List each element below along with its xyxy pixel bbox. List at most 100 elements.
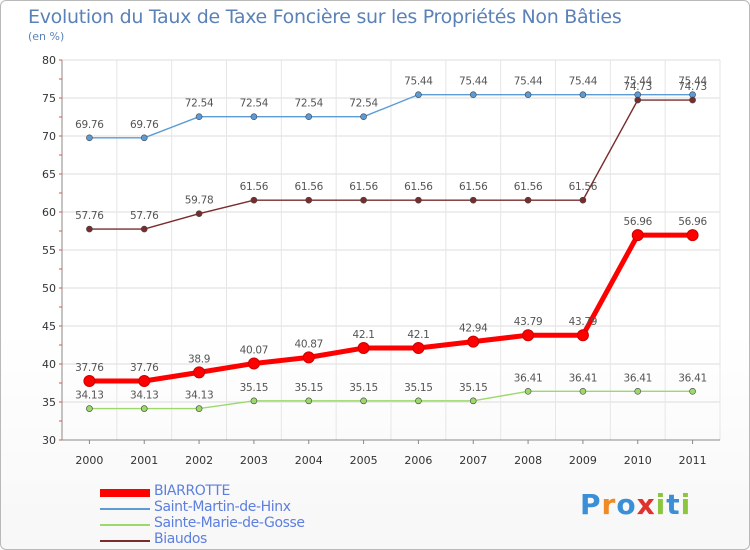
y-tick-label: 75 (42, 92, 56, 105)
data-point (689, 387, 696, 395)
data-point (250, 113, 258, 120)
data-point (415, 91, 422, 98)
y-tick-label: 65 (42, 168, 56, 181)
data-label: 34.13 (130, 390, 159, 402)
data-label: 43.79 (514, 316, 543, 328)
data-point (86, 405, 93, 412)
x-tick-label: 2011 (679, 454, 707, 467)
data-label: 75.44 (678, 76, 707, 88)
y-tick-label: 45 (42, 320, 56, 333)
legend-swatch (100, 524, 150, 526)
data-label: 74.73 (678, 81, 707, 93)
unit-label: (en %) (28, 30, 65, 43)
data-label: 38.9 (188, 353, 210, 365)
legend-swatch (100, 540, 150, 542)
data-label: 75.44 (623, 76, 652, 88)
data-label: 57.76 (75, 210, 104, 222)
data-point (576, 329, 589, 342)
y-tick-label: 80 (42, 54, 56, 67)
data-point (579, 196, 587, 204)
data-label: 75.44 (514, 76, 543, 88)
data-point (360, 196, 367, 204)
data-point (305, 397, 313, 405)
data-label: 35.15 (240, 382, 269, 394)
data-point (415, 397, 422, 405)
data-label: 42.1 (407, 329, 429, 341)
data-point (579, 387, 587, 395)
data-label: 42.1 (352, 329, 374, 341)
data-point (195, 113, 203, 120)
data-label: 37.76 (75, 362, 104, 374)
legend-label: BIARROTTE (154, 483, 230, 499)
logo-letter: r (601, 488, 617, 521)
y-tick-label: 30 (42, 434, 56, 447)
data-point (415, 196, 422, 204)
data-label: 75.44 (569, 76, 598, 88)
data-label: 35.15 (349, 382, 378, 394)
data-label: 36.41 (514, 372, 543, 384)
data-label: 36.41 (569, 372, 598, 384)
data-point (140, 225, 148, 233)
data-point (357, 342, 370, 355)
y-tick-label: 35 (42, 396, 56, 409)
legend-label: Sainte-Marie-de-Gosse (154, 515, 305, 531)
data-point (360, 113, 367, 120)
data-point (686, 229, 699, 242)
x-tick-label: 2008 (514, 454, 542, 467)
logo-letter: o (616, 488, 637, 521)
data-point (83, 375, 96, 388)
data-point (524, 387, 532, 395)
legend-label: Saint-Martin-de-Hinx (154, 499, 291, 515)
data-point (302, 351, 315, 364)
y-tick-label: 55 (42, 244, 56, 257)
data-label: 61.56 (514, 181, 543, 193)
data-label: 36.41 (678, 372, 707, 384)
legend-swatch (100, 489, 150, 497)
data-label: 74.73 (623, 81, 652, 93)
data-point (86, 225, 93, 233)
legend-label: Biaudos (154, 531, 207, 547)
data-point (305, 196, 313, 204)
data-label: 36.41 (623, 372, 652, 384)
data-point (250, 397, 258, 405)
data-point (195, 405, 203, 412)
data-point (469, 196, 477, 204)
data-label: 59.78 (185, 195, 214, 207)
line-chart: 30 35 40 45 50 55 60 65 70 75 80 2000 2001 2002 2003 20… (42, 54, 721, 467)
data-label: 57.76 (130, 210, 159, 222)
legend-swatch (100, 508, 150, 510)
data-point (250, 196, 258, 204)
data-point (634, 387, 642, 395)
data-point (522, 329, 535, 342)
data-point (360, 397, 367, 405)
data-label: 43.79 (569, 316, 598, 328)
data-label: 40.07 (240, 344, 269, 356)
x-tick-label: 2005 (350, 454, 378, 467)
data-point (305, 113, 313, 120)
logo-letter: i (655, 488, 667, 521)
data-label: 35.15 (459, 382, 488, 394)
x-tick-label: 2003 (240, 454, 268, 467)
series-line-BIARROTTE (89, 232, 693, 384)
chart-title: Evolution du Taux de Taxe Foncière sur l… (28, 6, 622, 28)
series-line-Saint-Martin-de-Hinx (89, 93, 693, 139)
data-label: 72.54 (185, 98, 214, 110)
data-label: 75.44 (404, 76, 433, 88)
data-point (689, 96, 696, 104)
data-point (467, 335, 480, 348)
y-tick-label: 40 (42, 358, 56, 371)
x-tick-label: 2002 (185, 454, 213, 467)
x-tick-label: 2000 (75, 454, 103, 467)
data-point (247, 357, 260, 370)
data-label: 34.13 (185, 390, 214, 402)
data-point (631, 229, 644, 242)
series-line-Biaudos (89, 99, 693, 230)
x-tick-label: 2010 (624, 454, 652, 467)
proxiti-logo[interactable]: Proxiti (580, 488, 691, 521)
data-label: 61.56 (404, 181, 433, 193)
logo-letter: P (580, 488, 602, 521)
data-point (469, 397, 477, 405)
data-point (138, 375, 151, 388)
logo-letter: t (666, 488, 681, 521)
